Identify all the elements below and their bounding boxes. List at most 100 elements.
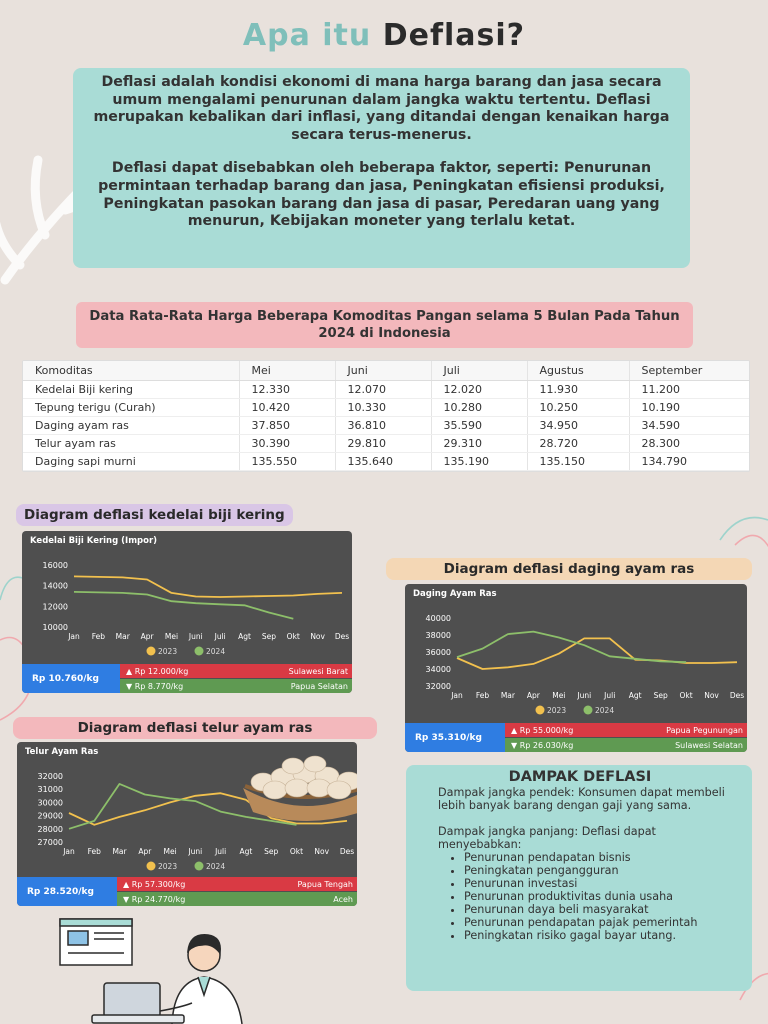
y-tick-label: 32000 xyxy=(38,772,63,781)
x-tick-label: Feb xyxy=(88,847,102,856)
price-high: Rp 12.000/kg xyxy=(134,666,189,676)
table-cell: 10.280 xyxy=(430,398,527,417)
x-tick-label: Okt xyxy=(287,632,300,641)
intro-causes: Deflasi dapat disebabkan oleh beberapa f… xyxy=(98,160,665,230)
x-tick-label: Mar xyxy=(501,691,516,700)
chart-title: Kedelai Biji Kering (Impor) xyxy=(30,536,158,546)
price-high-bar: ▲ Rp 12.000/kg Sulawesi Barat xyxy=(120,664,352,678)
x-tick-label: Des xyxy=(340,847,354,856)
table-cell: 28.300 xyxy=(628,434,749,453)
x-tick-label: Apr xyxy=(141,632,155,641)
page-title: Apa itu Deflasi? xyxy=(0,18,768,53)
list-item: Penurunan investasi xyxy=(464,877,742,890)
y-tick-label: 16000 xyxy=(43,561,68,570)
column-header: Juli xyxy=(430,361,527,381)
column-header: Mei xyxy=(238,361,335,381)
price-high-bar: ▲ Rp 55.000/kg Papua Pegunungan xyxy=(505,723,747,737)
column-header: September xyxy=(628,361,749,381)
table-cell: 35.590 xyxy=(430,416,527,435)
x-tick-label: Jan xyxy=(450,691,463,700)
x-tick-label: Agt xyxy=(238,632,251,641)
chart-panel-ayam: Daging Ayam Ras 40000 38000 36000 34000 3200… xyxy=(405,584,747,752)
table-cell: 28.720 xyxy=(526,434,629,453)
arrow-down-icon: ▼ xyxy=(511,740,520,750)
legend-marker xyxy=(535,705,545,715)
region-low: Papua Selatan xyxy=(290,681,348,691)
x-tick-label: Okt xyxy=(290,847,303,856)
legend-label: 2023 xyxy=(158,647,177,656)
table-header-row: Komoditas Mei Juni Juli Agustus Septembe… xyxy=(23,361,749,381)
x-tick-label: Sep xyxy=(262,632,276,641)
x-tick-label: Sep xyxy=(654,691,668,700)
table-cell: 11.930 xyxy=(526,380,629,399)
series-line-2023 xyxy=(73,575,343,598)
chart-title: Telur Ayam Ras xyxy=(25,747,99,757)
price-average: Rp 10.760/kg xyxy=(22,664,120,693)
table-cell: Daging ayam ras xyxy=(23,416,239,435)
table-row: Tepung terigu (Curah) 10.420 10.330 10.280 1… xyxy=(23,398,749,417)
column-header: Komoditas xyxy=(23,361,239,381)
table-row: Kedelai Biji kering 12.330 12.070 12.020 11.… xyxy=(23,380,749,399)
price-average: Rp 35.310/kg xyxy=(405,723,505,752)
table-cell: 30.390 xyxy=(238,434,335,453)
price-high-bar: ▲ Rp 57.300/kg Papua Tengah xyxy=(117,877,357,891)
table-cell: 10.330 xyxy=(334,398,431,417)
chart-title: Daging Ayam Ras xyxy=(413,589,497,599)
legend-marker xyxy=(194,861,204,871)
y-tick-label: 10000 xyxy=(43,623,68,632)
chart-label-kedelai: Diagram deflasi kedelai biji kering xyxy=(16,504,293,526)
person-laptop-illustration xyxy=(59,918,243,1024)
intro-box: Deflasi adalah kondisi ekonomi di mana h… xyxy=(73,68,690,268)
price-low-bar: ▼ Rp 24.770/kg Aceh xyxy=(117,892,357,906)
legend-marker xyxy=(146,646,156,656)
table-cell: 12.070 xyxy=(334,380,431,399)
x-tick-label: Nov xyxy=(314,847,329,856)
y-tick-label: 38000 xyxy=(426,631,451,640)
x-tick-label: Jan xyxy=(62,847,75,856)
table-cell: 10.420 xyxy=(238,398,335,417)
title-part1: Apa itu xyxy=(242,18,372,53)
y-tick-label: 28000 xyxy=(38,825,63,834)
y-tick-label: 40000 xyxy=(426,614,451,623)
list-item: Penurunan produktivitas dunia usaha xyxy=(464,890,742,903)
series-line-2023 xyxy=(456,637,738,670)
y-tick-label: 34000 xyxy=(426,665,451,674)
series-line-2023 xyxy=(68,792,348,826)
table-cell: Telur ayam ras xyxy=(23,434,239,453)
legend-label: 2023 xyxy=(158,862,177,871)
table-cell: 34.950 xyxy=(526,416,629,435)
legend-marker xyxy=(583,705,593,715)
table-cell: 135.190 xyxy=(430,452,527,471)
x-tick-label: Apr xyxy=(527,691,541,700)
list-item: Penurunan daya beli masyarakat xyxy=(464,903,742,916)
arrow-down-icon: ▼ xyxy=(126,681,135,691)
dampak-list: Penurunan pendapatan bisnis Peningkatan … xyxy=(464,851,742,942)
x-tick-label: Des xyxy=(335,632,349,641)
chart-panel-kedelai: Kedelai Biji Kering (Impor) 16000 14000 12… xyxy=(22,531,352,693)
price-low: Rp 26.030/kg xyxy=(519,740,574,750)
x-tick-label: Nov xyxy=(704,691,719,700)
table-cell: 29.310 xyxy=(430,434,527,453)
price-high: Rp 57.300/kg xyxy=(131,879,186,889)
table-cell: 29.810 xyxy=(334,434,431,453)
y-tick-label: 32000 xyxy=(426,682,451,691)
region-high: Papua Pegunungan xyxy=(666,725,743,735)
table-cell: 134.790 xyxy=(628,452,749,471)
arrow-up-icon: ▲ xyxy=(123,879,132,889)
dampak-title: DAMPAK DEFLASI xyxy=(508,769,652,785)
table-cell: 12.020 xyxy=(430,380,527,399)
x-tick-label: Feb xyxy=(92,632,106,641)
dampak-box: DAMPAK DEFLASI Dampak jangka pendek: Kon… xyxy=(406,765,752,991)
table-row: Daging ayam ras 37.850 36.810 35.590 34.950 3… xyxy=(23,416,749,435)
x-tick-label: Mei xyxy=(165,632,178,641)
table-cell: 12.330 xyxy=(238,380,335,399)
arrow-down-icon: ▼ xyxy=(123,894,132,904)
table-cell: 135.640 xyxy=(334,452,431,471)
price-low: Rp 24.770/kg xyxy=(131,894,186,904)
x-tick-label: Juli xyxy=(214,847,226,856)
series-line-2024 xyxy=(456,630,687,664)
x-tick-label: Mar xyxy=(116,632,131,641)
